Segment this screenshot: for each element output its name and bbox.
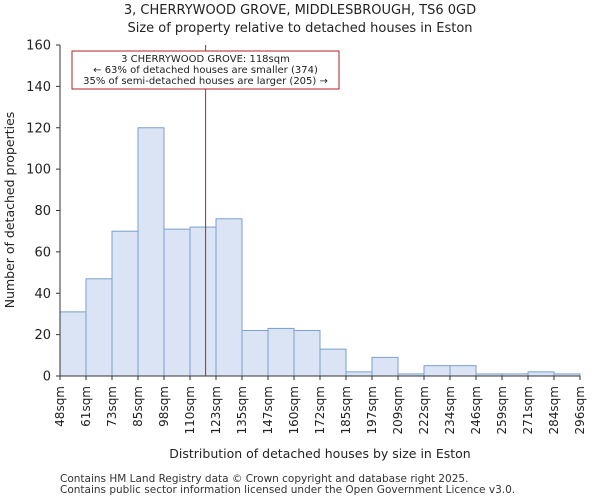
footer-licence: Contains public sector information licen… — [60, 484, 516, 496]
x-tick-label: 160sqm — [287, 386, 301, 434]
histogram-bar — [293, 329, 321, 377]
x-tick-label: 73sqm — [105, 386, 119, 427]
histogram-bar — [163, 228, 191, 377]
histogram-bar — [423, 365, 451, 377]
histogram-bar — [85, 278, 113, 377]
x-tick-label: 209sqm — [391, 386, 405, 434]
x-tick-label: 172sqm — [313, 386, 327, 434]
histogram-bar — [267, 327, 295, 377]
x-tick-label: 222sqm — [417, 386, 431, 434]
footer-copyright: Contains HM Land Registry data © Crown c… — [60, 473, 469, 485]
x-tick-label: 271sqm — [521, 386, 535, 434]
x-tick-label: 234sqm — [443, 386, 457, 434]
y-tick-label: 160 — [26, 39, 51, 54]
chart-subtitle: Size of property relative to detached ho… — [127, 21, 473, 36]
y-tick-label: 0 — [43, 370, 51, 385]
x-tick-label: 284sqm — [547, 386, 561, 434]
x-tick-label: 296sqm — [573, 386, 587, 434]
histogram-bar — [111, 230, 139, 377]
x-tick-label: 123sqm — [209, 386, 223, 434]
x-tick-label: 85sqm — [131, 386, 145, 427]
histogram-bar — [345, 371, 373, 377]
histogram-bar — [137, 127, 165, 377]
x-tick-label: 48sqm — [53, 386, 67, 427]
x-tick-label: 197sqm — [365, 386, 379, 434]
y-tick-label: 120 — [26, 121, 51, 136]
x-tick-label: 61sqm — [79, 386, 93, 427]
x-tick-label: 135sqm — [235, 386, 249, 434]
x-axis-label: Distribution of detached houses by size … — [169, 446, 470, 461]
x-tick-label: 246sqm — [469, 386, 483, 434]
annotation-line-1: 3 CHERRYWOOD GROVE: 118sqm — [121, 54, 290, 65]
histogram-bar — [527, 371, 555, 377]
x-tick-label: 185sqm — [339, 386, 353, 434]
histogram-bar — [59, 311, 87, 377]
histogram-bar — [241, 329, 269, 377]
annotation-line-2: ← 63% of detached houses are smaller (37… — [93, 65, 318, 76]
histogram-bar — [371, 356, 399, 377]
histogram-bar — [319, 348, 347, 377]
y-tick-label: 140 — [26, 80, 51, 95]
histogram-chart: 0 20 40 60 80 100 120 140 160 48sqm 61sqm 73sqm 85s… — [2, 39, 587, 462]
y-tick-label: 40 — [34, 287, 51, 302]
y-tick-label: 60 — [34, 245, 51, 260]
annotation-box — [71, 50, 340, 90]
histogram-bar — [215, 218, 243, 377]
y-axis-label: Number of detached properties — [2, 112, 17, 309]
histogram-bar — [449, 365, 477, 377]
y-tick-label: 80 — [34, 204, 51, 219]
x-tick-label: 259sqm — [495, 386, 509, 434]
x-tick-label: 110sqm — [183, 386, 197, 434]
x-tick-label: 98sqm — [157, 386, 171, 427]
annotation-line-3: 35% of semi-detached houses are larger (… — [83, 76, 328, 87]
chart-title: 3, CHERRYWOOD GROVE, MIDDLESBROUGH, TS6 … — [123, 3, 477, 18]
x-tick-label: 147sqm — [261, 386, 275, 434]
histogram-bar — [189, 226, 217, 377]
y-tick-label: 100 — [26, 163, 51, 178]
y-tick-label: 20 — [34, 328, 51, 343]
